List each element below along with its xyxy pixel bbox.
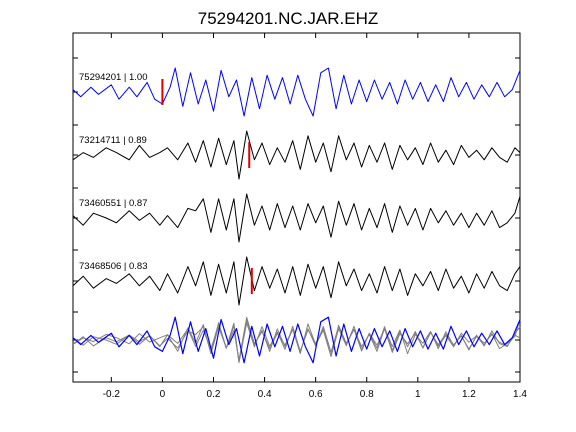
x-tick-label: 0.2 — [207, 389, 221, 400]
trace-label-75294201: 75294201 | 1.00 — [79, 72, 148, 83]
chart-title: 75294201.NC.JAR.EHZ — [198, 9, 378, 28]
trace-73468506 — [72, 256, 521, 306]
trace-73214711 — [72, 130, 521, 180]
x-tick-label: 1.4 — [513, 389, 527, 400]
x-tick-label: 0 — [160, 389, 166, 400]
trace-75294201 — [72, 67, 521, 117]
traces-group — [72, 67, 521, 306]
axis-ticks: -0.2 0 0.2 0.4 0.6 0.8 1 1.2 1.4 — [73, 33, 527, 400]
trace-label-73468506: 73468506 | 0.83 — [79, 261, 148, 272]
x-tick-label: 0.6 — [309, 389, 323, 400]
trace-label-73214711: 73214711 | 0.89 — [79, 135, 147, 146]
pick-markers — [161, 79, 253, 294]
trace-73460551 — [72, 193, 521, 243]
x-tick-label: 0.4 — [258, 389, 272, 400]
plot-frame — [72, 32, 521, 383]
x-tick-label: 1 — [415, 389, 421, 400]
x-tick-label: -0.2 — [103, 389, 121, 400]
trace-label-73460551: 73460551 | 0.87 — [79, 198, 148, 209]
x-tick-label: 0.8 — [360, 389, 374, 400]
overlay-stack — [72, 316, 521, 364]
trace-labels: 75294201 | 1.00 73214711 | 0.89 73460551 |… — [79, 72, 148, 272]
x-tick-label: 1.2 — [462, 389, 476, 400]
overlay-trace-75294201 — [72, 316, 521, 364]
